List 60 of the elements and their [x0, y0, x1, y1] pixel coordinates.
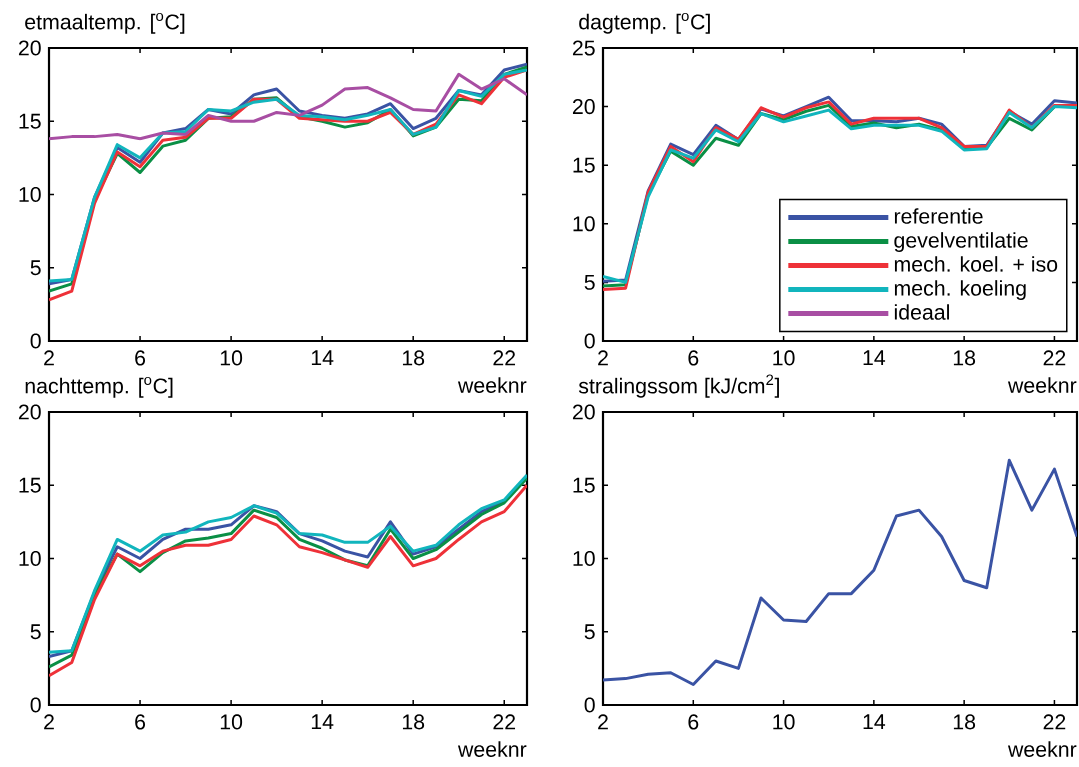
x-tick-label: 22: [1043, 350, 1066, 366]
x-tick-label: 2: [598, 350, 608, 366]
y-tick-label: 10: [573, 216, 595, 232]
y-tick-label: 20: [572, 404, 595, 420]
x-tick-label: 22: [1043, 714, 1066, 730]
y-tick-label: 20: [18, 40, 41, 56]
legend-label: mech. koel. + iso: [894, 256, 1058, 272]
x-tick-label: 14: [863, 350, 886, 366]
y-tick-label: 10: [19, 550, 41, 567]
x-tick-label: 22: [493, 350, 516, 366]
y-tick-label: 5: [30, 624, 41, 640]
y-tick-label: 20: [18, 404, 41, 420]
legend-label: mech. koeling: [894, 280, 1026, 301]
x-tick-label: 6: [135, 714, 146, 730]
y-tick-label: 5: [584, 624, 595, 640]
x-tick-label: 18: [402, 714, 425, 730]
y-tick-label: 0: [584, 697, 595, 713]
x-tick-label: 10: [220, 350, 243, 366]
y-tick-label: 20: [572, 99, 595, 115]
y-tick-label: 5: [584, 274, 595, 290]
x-tick-label: 10: [220, 714, 243, 730]
y-tick-label: 15: [19, 477, 41, 493]
x-tick-label: 2: [44, 714, 54, 730]
x-tick-label: 10: [773, 714, 795, 730]
y-tick-label: 0: [584, 333, 595, 349]
x-tick-label: 22: [493, 714, 516, 730]
x-tick-label: 18: [402, 350, 425, 366]
x-axis-title: weeknr: [1007, 377, 1077, 393]
x-axis-title: weeknr: [1007, 741, 1077, 757]
legend-label: gevelventilatie: [894, 232, 1028, 253]
x-tick-label: 6: [135, 350, 146, 366]
y-tick-label: 0: [30, 333, 41, 349]
y-tick-label: 10: [573, 550, 595, 567]
legend-label: referentie: [894, 208, 983, 224]
y-tick-label: 10: [19, 186, 41, 203]
y-tick-label: 15: [573, 477, 595, 493]
line-series: [603, 458, 1077, 686]
x-tick-label: 6: [688, 350, 699, 366]
x-axis-title: weeknr: [457, 741, 527, 757]
line-series: [49, 72, 527, 141]
x-tick-label: 14: [311, 714, 334, 730]
y-tick-label: 15: [19, 113, 41, 129]
x-tick-label: 2: [598, 714, 608, 730]
x-tick-label: 10: [773, 350, 795, 366]
x-tick-label: 14: [311, 350, 334, 366]
y-tick-label: 15: [573, 157, 595, 173]
x-tick-label: 14: [863, 714, 886, 730]
x-tick-label: 6: [688, 714, 699, 730]
y-axis-title: etmaaltemp. [$^{o}$C]: [25, 12, 185, 34]
y-tick-label: 0: [30, 697, 41, 713]
y-tick-label: 5: [30, 260, 41, 276]
x-axis-title: weeknr: [457, 377, 527, 393]
y-tick-label: 25: [572, 40, 595, 56]
x-tick-label: 18: [953, 350, 976, 366]
legend-label: ideaal: [894, 304, 949, 320]
y-axis-title: stralingssom [kJ/cm$^{2}$]: [578, 374, 779, 398]
x-tick-label: 18: [953, 714, 976, 730]
x-tick-label: 2: [44, 350, 54, 366]
y-axis-title: nachttemp. [$^{o}$C]: [25, 376, 173, 398]
y-axis-title: dagtemp. [$^{o}$C]: [579, 12, 710, 34]
